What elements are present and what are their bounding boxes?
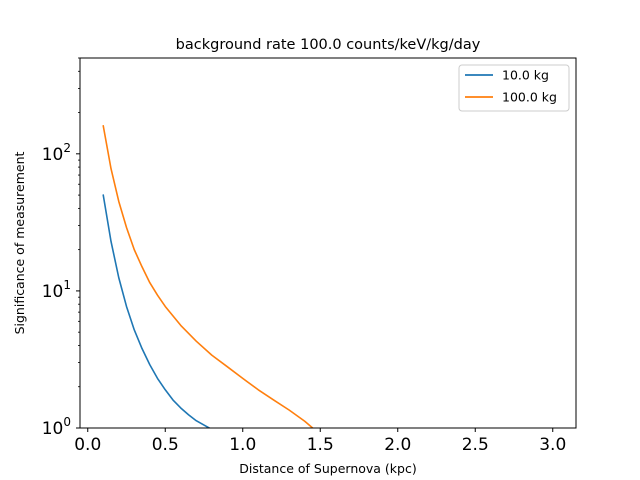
y-tick-label: 100 <box>42 415 71 439</box>
series-line-0 <box>102 194 211 428</box>
legend-box <box>458 64 570 112</box>
series-layer <box>102 125 314 428</box>
x-tick-label: 1.5 <box>307 435 334 455</box>
plot-frame <box>79 57 577 429</box>
x-tick-label: 2.0 <box>384 435 411 455</box>
x-tick-label: 0.0 <box>74 435 101 455</box>
y-axis: 100 101 102 <box>42 57 80 439</box>
legend: 10.0 kg 100.0 kg <box>458 64 570 112</box>
series-line-1 <box>102 125 314 428</box>
x-tick-label: 1.0 <box>229 435 256 455</box>
x-tick-label: 2.5 <box>462 435 489 455</box>
legend-label: 10.0 kg <box>502 68 549 83</box>
x-tick-label: 0.5 <box>152 435 179 455</box>
y-axis-label: Significance of measurement <box>12 151 27 334</box>
x-tick-label: 3.0 <box>539 435 566 455</box>
x-axis: 0.0 0.5 1.0 1.5 2.0 2.5 3.0 <box>74 428 566 455</box>
legend-label: 100.0 kg <box>502 90 557 105</box>
x-axis-label: Distance of Supernova (kpc) <box>239 461 416 476</box>
y-tick-label: 102 <box>42 141 71 165</box>
y-tick-label: 101 <box>42 278 71 302</box>
chart-title: background rate 100.0 counts/keV/kg/day <box>176 37 481 53</box>
